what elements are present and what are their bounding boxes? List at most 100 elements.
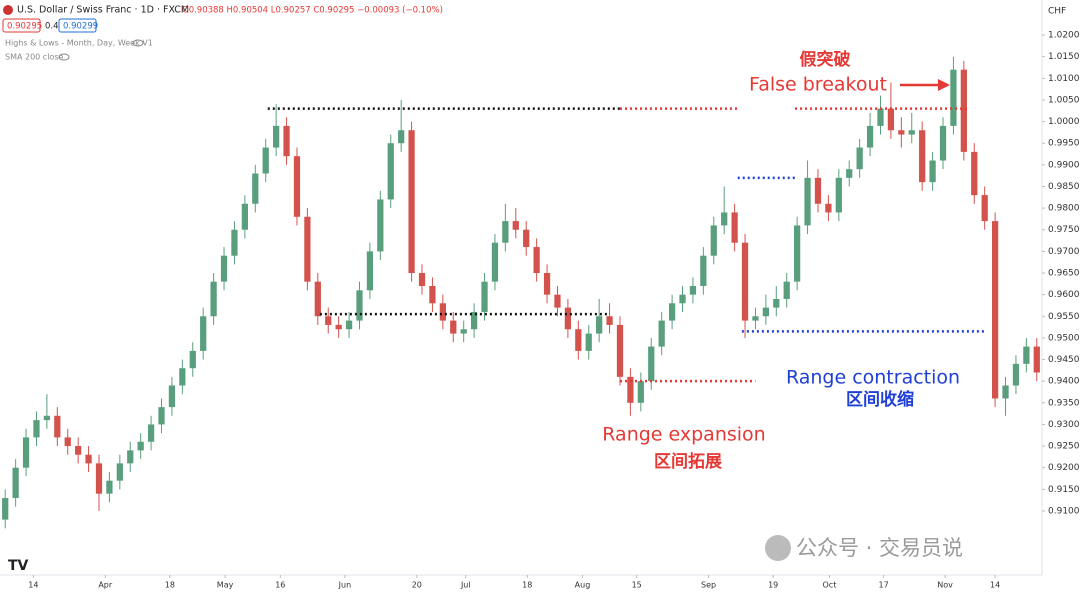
x-tick-label: May bbox=[217, 581, 234, 590]
candle-body bbox=[564, 307, 572, 330]
y-tick-label: 1.01500 bbox=[1048, 52, 1080, 62]
candle-body bbox=[846, 169, 853, 178]
candle-body bbox=[418, 273, 426, 286]
candle-body bbox=[116, 463, 123, 481]
y-tick-label: 0.99500 bbox=[1048, 139, 1080, 149]
candle-body bbox=[429, 285, 436, 304]
candle-body bbox=[804, 177, 811, 226]
candle-body bbox=[325, 316, 332, 325]
indicator-label: Highs & Lows - Month, Day, Week V1 bbox=[5, 39, 153, 48]
candle-body bbox=[314, 281, 321, 317]
candle-body bbox=[950, 69, 957, 126]
candle-body bbox=[241, 203, 248, 230]
bid: 0.90295 bbox=[7, 22, 42, 32]
candle-body bbox=[794, 225, 801, 282]
candle-body bbox=[773, 298, 780, 308]
candle-body bbox=[210, 281, 217, 317]
candle-body bbox=[762, 307, 769, 317]
candle-body bbox=[991, 221, 999, 399]
x-tick-label: 20 bbox=[412, 581, 422, 590]
candle-body bbox=[1002, 385, 1009, 399]
candle-body bbox=[585, 333, 592, 351]
watermark: 公众号 · 交易员说 bbox=[796, 536, 963, 560]
candle-body bbox=[179, 368, 186, 386]
candle-body bbox=[689, 285, 697, 295]
ask: 0.90299 bbox=[63, 22, 98, 32]
candle-body bbox=[741, 242, 749, 321]
candle-body bbox=[814, 177, 822, 204]
candle-body bbox=[866, 125, 874, 148]
symbol-icon bbox=[3, 5, 13, 15]
x-tick-label: 15 bbox=[632, 581, 642, 590]
candle-body bbox=[85, 454, 92, 464]
x-tick-label: Aug bbox=[575, 581, 591, 590]
x-tick-label: Sep bbox=[701, 581, 716, 590]
candle-body bbox=[981, 195, 988, 222]
x-tick-label: 18 bbox=[522, 581, 532, 590]
candle-body bbox=[752, 316, 759, 321]
candle-body bbox=[502, 221, 509, 243]
x-tick-label: Nov bbox=[937, 581, 953, 590]
x-tick-label: 19 bbox=[768, 581, 778, 590]
candle-body bbox=[887, 108, 895, 131]
candle-body bbox=[22, 437, 30, 468]
candle-body bbox=[575, 329, 582, 351]
candle-body bbox=[616, 324, 624, 377]
x-tick-label: 18 bbox=[165, 581, 175, 590]
x-tick-label: Jun bbox=[338, 581, 352, 590]
candle-body bbox=[648, 346, 655, 382]
candle-body bbox=[627, 376, 634, 403]
candle-body bbox=[877, 108, 884, 126]
candle-body bbox=[95, 463, 103, 494]
ask-box[interactable] bbox=[58, 18, 97, 33]
candle-body bbox=[637, 381, 644, 403]
x-tick-label: 14 bbox=[990, 581, 1000, 590]
x-tick-label: Apr bbox=[98, 581, 113, 590]
candle-body bbox=[33, 420, 40, 438]
logo: TV bbox=[8, 558, 29, 574]
candle-body bbox=[304, 216, 311, 282]
annotation: Range expansion bbox=[602, 424, 765, 446]
candle-body bbox=[54, 415, 61, 438]
bid-box[interactable] bbox=[2, 18, 41, 33]
candle-body bbox=[43, 415, 51, 421]
candle-body bbox=[168, 385, 176, 408]
annotation: 区间拓展 bbox=[654, 451, 722, 472]
candle-body bbox=[106, 480, 113, 494]
candle-body bbox=[596, 316, 603, 334]
candle-body bbox=[908, 130, 915, 135]
candle-body bbox=[262, 147, 269, 174]
candle-body bbox=[481, 281, 488, 312]
candle-body bbox=[554, 294, 561, 308]
candle-body bbox=[158, 407, 165, 425]
candle-body bbox=[919, 130, 926, 183]
candle-body bbox=[127, 450, 134, 464]
candle-body bbox=[1033, 346, 1040, 373]
candle-body bbox=[356, 290, 363, 321]
eye-icon[interactable] bbox=[132, 39, 144, 47]
candle-body bbox=[606, 316, 613, 325]
y-tick-label: 1.01000 bbox=[1048, 74, 1080, 84]
candle-body bbox=[366, 251, 374, 291]
y-tick-label: 1.00000 bbox=[1048, 117, 1080, 127]
y-tick-label: 1.00500 bbox=[1048, 95, 1080, 105]
y-tick-label: 1.02000 bbox=[1048, 31, 1080, 41]
eye-icon[interactable] bbox=[58, 53, 70, 61]
candle-body bbox=[1012, 363, 1020, 386]
candle-body bbox=[898, 130, 905, 135]
candle-body bbox=[679, 294, 686, 304]
candle-body bbox=[470, 311, 478, 330]
candle-body bbox=[189, 350, 196, 369]
candle-body bbox=[293, 156, 301, 217]
candle-body bbox=[929, 160, 936, 183]
